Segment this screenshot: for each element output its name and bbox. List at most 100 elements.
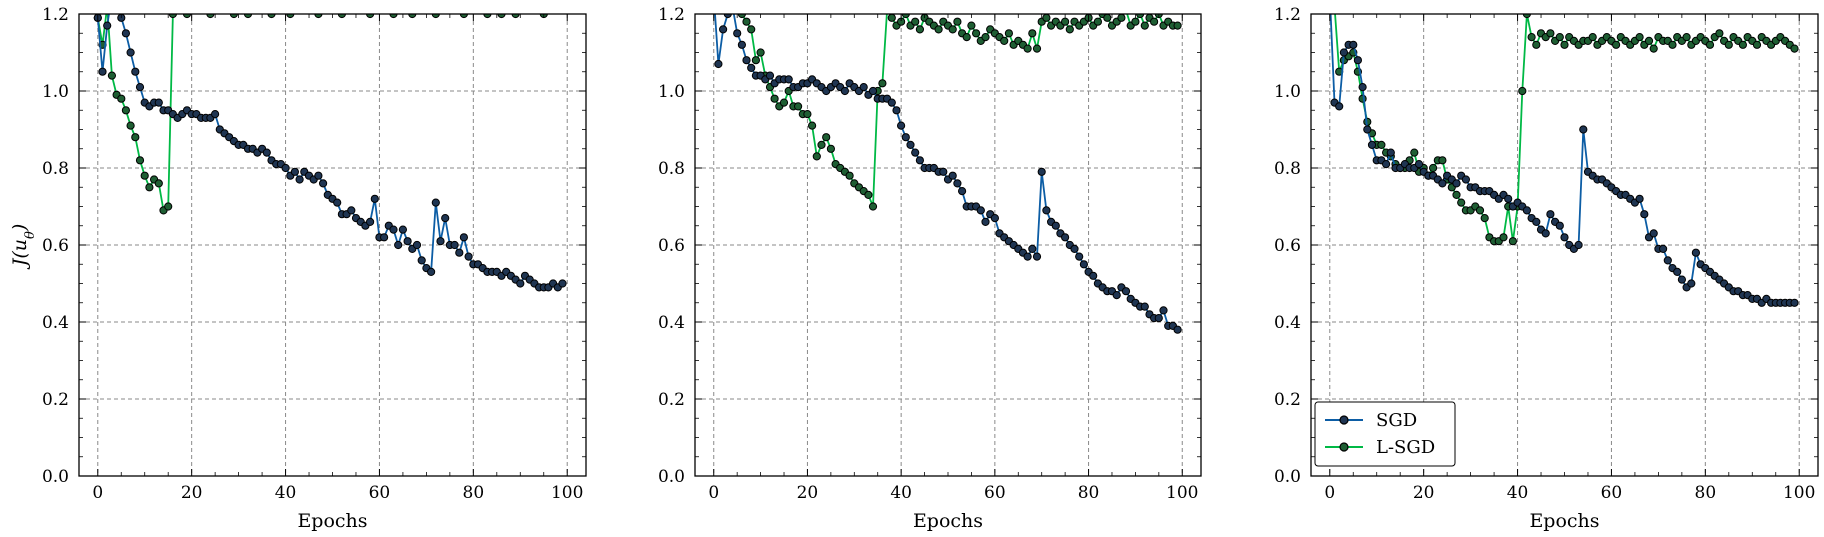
series-point-l-sgd: [202, 3, 209, 10]
series-point-l-sgd: [334, 3, 341, 10]
series-point-l-sgd: [330, 14, 335, 15]
x-tick-label: 60: [984, 483, 1006, 503]
series-point-l-sgd: [286, 14, 295, 19]
series-point-l-sgd: [446, 3, 453, 10]
series-point-sgd: [976, 206, 985, 215]
series-point-sgd: [742, 56, 751, 65]
series-point-l-sgd: [803, 110, 812, 119]
series-point-sgd: [1335, 102, 1344, 111]
series-point-l-sgd: [193, 0, 200, 6]
panel-3-ticks: 0 20 40 60 80 100 0.0 0.2 0.4 0.6 0.8 1.0 1.2: [1274, 5, 1818, 503]
series-point-l-sgd: [474, 3, 481, 10]
series-point-l-sgd: [1377, 140, 1386, 149]
series-point-l-sgd: [314, 14, 323, 19]
series-point-l-sgd: [751, 56, 761, 65]
series-point-sgd: [1037, 167, 1046, 176]
series-point-l-sgd: [1705, 40, 1715, 49]
series-point-l-sgd: [779, 98, 789, 107]
x-tick-label: 100: [551, 483, 583, 503]
series-point-l-sgd: [337, 14, 346, 19]
y-tick-label: 1.2: [42, 5, 69, 25]
panel-3-series: [1329, 3, 1799, 307]
x-tick-label: 60: [369, 483, 391, 503]
series-point-sgd: [1363, 125, 1372, 134]
series-point-sgd: [1386, 148, 1395, 157]
series-point-l-sgd: [845, 171, 854, 180]
series-point-l-sgd: [554, 3, 561, 10]
series-point-l-sgd: [915, 25, 925, 34]
series-point-l-sgd: [273, 0, 280, 6]
series-point-sgd: [1042, 206, 1051, 215]
series-point-l-sgd: [528, 14, 532, 15]
series-point-sgd: [1461, 175, 1471, 184]
series-point-sgd: [417, 256, 426, 265]
series-point-l-sgd: [121, 106, 131, 115]
series-point-sgd: [1051, 221, 1060, 230]
series-point-l-sgd: [373, 14, 377, 15]
series-point-l-sgd: [206, 14, 215, 19]
series-point-l-sgd: [1136, 14, 1145, 19]
series-point-l-sgd: [1682, 33, 1691, 42]
x-tick-label: 80: [1078, 483, 1100, 503]
series-point-sgd: [1687, 279, 1696, 288]
series-point-l-sgd: [953, 17, 962, 26]
series-point-sgd: [262, 148, 271, 157]
series-point-l-sgd: [1131, 17, 1140, 26]
series-point-l-sgd: [216, 3, 223, 10]
series-point-l-sgd: [348, 3, 355, 10]
series-point-sgd: [990, 214, 1000, 223]
series-point-l-sgd: [1522, 14, 1531, 19]
series-point-l-sgd: [1004, 29, 1014, 38]
series-point-l-sgd: [243, 14, 253, 19]
series-point-sgd: [211, 110, 220, 119]
series-point-sgd: [1089, 271, 1098, 280]
series-point-l-sgd: [190, 14, 194, 15]
legend-sgd-label: SGD: [1376, 410, 1417, 431]
series-point-l-sgd: [560, 14, 565, 15]
series-point-sgd: [1541, 229, 1550, 238]
series-point-l-sgd: [503, 3, 510, 10]
panel-1-grid: [79, 14, 586, 476]
series-point-l-sgd: [320, 3, 327, 10]
series-point-sgd: [403, 237, 412, 246]
series-point-sgd: [1574, 240, 1583, 250]
series-point-l-sgd: [1173, 21, 1182, 30]
series-point-l-sgd: [131, 133, 140, 142]
series-point-l-sgd: [1480, 214, 1489, 223]
x-tick-label: 20: [181, 483, 203, 503]
series-point-sgd: [389, 225, 398, 234]
series-point-sgd: [1659, 244, 1668, 253]
series-line-l-sgd: [96, 14, 545, 212]
series-point-l-sgd: [1724, 40, 1733, 49]
series-point-sgd: [765, 71, 775, 80]
series-point-l-sgd: [1452, 190, 1461, 199]
series-point-sgd: [314, 171, 323, 180]
series-point-sgd: [981, 217, 990, 226]
series-point-sgd: [431, 198, 440, 207]
series-point-sgd: [784, 75, 793, 84]
y-tick-label: 0.2: [658, 390, 685, 410]
y-tick-label: 0.4: [1274, 313, 1301, 333]
series-point-l-sgd: [1028, 29, 1037, 38]
series-point-l-sgd: [345, 14, 349, 15]
series-point-l-sgd: [145, 183, 154, 192]
series-point-l-sgd: [934, 25, 943, 34]
series-point-sgd: [131, 67, 140, 76]
series-point-sgd: [1546, 210, 1555, 219]
series-point-l-sgd: [457, 14, 461, 15]
series-point-l-sgd: [1124, 14, 1128, 15]
series-point-l-sgd: [887, 14, 896, 22]
series-point-l-sgd: [404, 3, 411, 10]
series-point-sgd: [464, 252, 473, 261]
series-point-l-sgd: [126, 121, 135, 130]
series-point-l-sgd: [1331, 3, 1338, 10]
series-point-l-sgd: [199, 14, 203, 15]
panel-1: 0 20 40 60 80 100 0.0 0.2 0.4 0.6 0.8 1.0 1.2 Epochs…: [9, 0, 587, 532]
series-point-sgd: [1452, 179, 1461, 188]
series-point-l-sgd: [497, 14, 506, 19]
series-point-sgd: [1438, 179, 1447, 188]
panel-1-ticks: 0 20 40 60 80 100 0.0 0.2 0.4 0.6 0.8 1.0 1.2: [42, 5, 586, 503]
series-point-l-sgd: [259, 3, 266, 10]
series-point-sgd: [412, 240, 422, 250]
series-point-l-sgd: [1635, 33, 1644, 42]
